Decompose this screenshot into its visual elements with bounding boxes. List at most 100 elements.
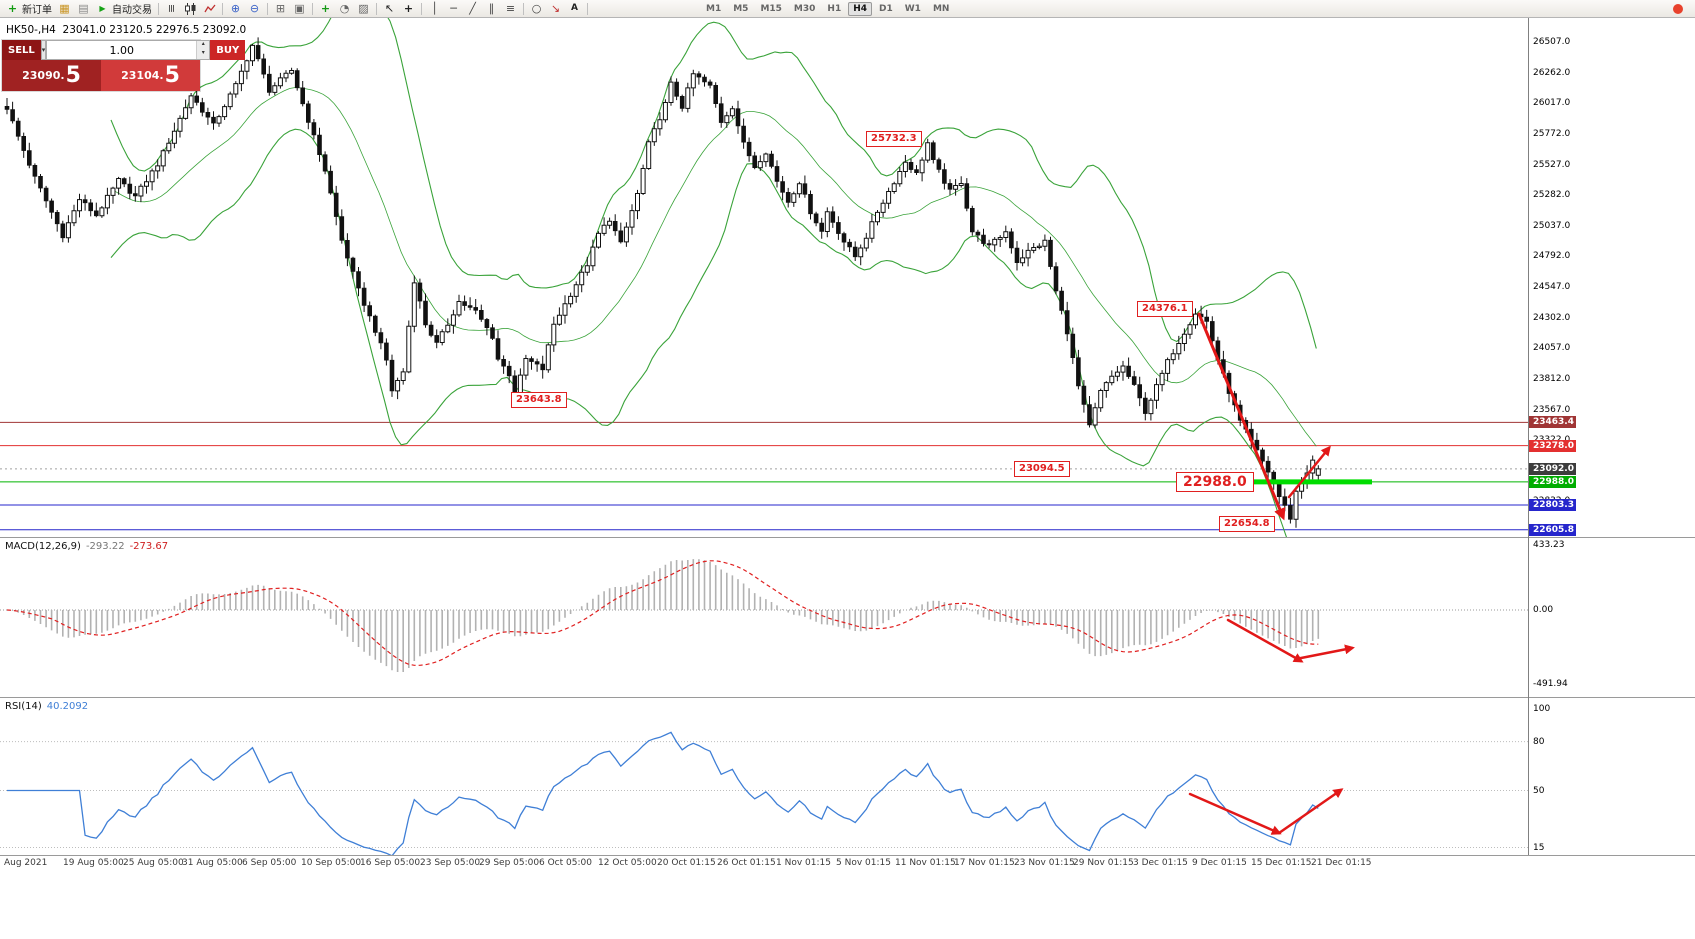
bollinger-lower-band[interactable] xyxy=(110,128,1316,537)
macd-value-main: -293.22 xyxy=(85,541,125,552)
panel-separator[interactable] xyxy=(0,697,1695,698)
zoom-in-button[interactable]: ⊕ xyxy=(226,1,245,16)
red-dot-icon xyxy=(1671,2,1684,15)
price-callout-23643.8[interactable]: 23643.8 xyxy=(511,392,567,408)
trendline-button[interactable]: ╱ xyxy=(463,1,482,16)
volume-up-button[interactable]: ▴ xyxy=(196,40,210,50)
fibonacci-button[interactable]: ≡ xyxy=(501,1,520,16)
rsi-panel[interactable] xyxy=(0,698,1529,855)
buy-price-display[interactable]: 23104. 5 xyxy=(101,60,200,91)
chevron-down-icon: ▾ xyxy=(41,47,46,54)
horizontal-line-button[interactable]: ─ xyxy=(444,1,463,16)
zoom-out-button[interactable]: ⊖ xyxy=(245,1,264,16)
play-icon: ▶ xyxy=(99,3,106,13)
zoom-in-icon: ⊕ xyxy=(230,2,241,15)
templates-button[interactable]: ▨ xyxy=(354,1,373,16)
timeframe-M1[interactable]: M1 xyxy=(706,3,722,14)
timeframe-W1[interactable]: W1 xyxy=(904,3,921,14)
arrow-glyph-icon: ↘ xyxy=(550,2,561,15)
time-axis[interactable] xyxy=(0,856,1528,872)
sell-price-main: 23090. xyxy=(22,69,65,82)
bull-candles[interactable] xyxy=(65,44,1321,520)
tile-windows-button[interactable]: ⊞ xyxy=(271,1,290,16)
clock-icon: ◔ xyxy=(339,2,350,15)
new-order-button[interactable]: + 新订单 xyxy=(3,1,55,16)
timeframe-D1[interactable]: D1 xyxy=(879,3,893,14)
toolbar-separator xyxy=(158,2,159,15)
chart-info-line: HK50-,H4 23041.0 23120.5 22976.5 23092.0 xyxy=(6,24,247,36)
arrows-button[interactable]: ↘ xyxy=(546,1,565,16)
cascade-windows-button[interactable]: ▣ xyxy=(290,1,309,16)
timeframe-M5[interactable]: M5 xyxy=(733,3,749,14)
sell-price-display[interactable]: 23090. 5 xyxy=(2,60,101,91)
indicator-plus-icon: + xyxy=(320,2,331,15)
trend-arrow[interactable] xyxy=(1188,792,1282,835)
trade-panel-dropdown-button[interactable]: ▾ xyxy=(40,40,47,60)
price-callout-23094.5[interactable]: 23094.5 xyxy=(1014,461,1070,477)
toolbar-left-group: + 新订单 ▦ ▤ ▶ 自动交易 ≡ ⊕ ⊖ ⊞ ▣ + ◔ ▨ ↖ + │ ─ ╱ ∥ ≡ ○ ↘ A xyxy=(3,1,591,16)
text-button[interactable]: A xyxy=(565,1,584,16)
price-callout-25732.3[interactable]: 25732.3 xyxy=(866,131,922,147)
panel-separator[interactable] xyxy=(0,855,1695,856)
bars-icon: ≡ xyxy=(165,3,178,14)
volume-stepper: ▴ ▾ xyxy=(196,40,210,59)
panel-separator[interactable] xyxy=(0,537,1695,538)
trend-arrow[interactable] xyxy=(1197,312,1286,521)
macd-signal-line xyxy=(6,560,1319,666)
toolbar-right-group xyxy=(1668,1,1692,16)
timeframe-H4[interactable]: H4 xyxy=(848,1,872,16)
shapes-button[interactable]: ○ xyxy=(527,1,546,16)
price-callout-22988.0[interactable]: 22988.0 xyxy=(1176,472,1254,492)
vertical-line-button[interactable]: │ xyxy=(425,1,444,16)
profiles-icon: ▤ xyxy=(78,2,89,15)
toolbar-separator xyxy=(267,2,268,15)
sell-price-pips: 5 xyxy=(65,62,81,88)
timeframe-M15[interactable]: M15 xyxy=(760,3,782,14)
macd-histogram xyxy=(11,559,1320,672)
trend-arrow[interactable] xyxy=(1294,644,1355,661)
volume-down-button[interactable]: ▾ xyxy=(196,49,210,59)
timeframe-M30[interactable]: M30 xyxy=(793,3,816,14)
price-axis[interactable] xyxy=(1528,18,1588,855)
equidistant-channel-button[interactable]: ∥ xyxy=(482,1,501,16)
crosshair-button[interactable]: + xyxy=(399,1,418,16)
macd-indicator-label: MACD(12,26,9) -293.22 -273.67 xyxy=(5,541,168,552)
template-icon: ▨ xyxy=(358,2,369,15)
volume-input[interactable] xyxy=(47,41,197,59)
price-callout-22654.8[interactable]: 22654.8 xyxy=(1219,516,1275,532)
chevron-down-icon: ▾ xyxy=(201,49,205,56)
macd-value-signal: -273.67 xyxy=(129,541,169,552)
bollinger-upper-band[interactable] xyxy=(110,18,1317,349)
indicators-button[interactable]: + xyxy=(316,1,335,16)
timeframe-MN[interactable]: MN xyxy=(932,3,950,14)
price-axis-border xyxy=(1528,18,1529,855)
bar-chart-button[interactable]: ≡ xyxy=(162,1,181,16)
community-button[interactable] xyxy=(1668,1,1687,16)
cursor-button[interactable]: ↖ xyxy=(380,1,399,16)
trend-arrow[interactable] xyxy=(1287,445,1331,499)
price-callout-24376.1[interactable]: 24376.1 xyxy=(1137,301,1193,317)
periods-button[interactable]: ◔ xyxy=(335,1,354,16)
profiles-button[interactable]: ▤ xyxy=(74,1,93,16)
buy-button[interactable]: BUY xyxy=(210,40,246,60)
bear-candles[interactable] xyxy=(4,45,1293,520)
trend-arrow[interactable] xyxy=(1277,788,1344,835)
charts-button[interactable]: ▦ xyxy=(55,1,74,16)
macd-panel[interactable] xyxy=(0,538,1529,696)
bollinger-middle-band[interactable] xyxy=(110,87,1317,447)
candles-icon xyxy=(184,2,197,15)
candlestick-chart-button[interactable] xyxy=(181,1,200,16)
line-chart-button[interactable] xyxy=(200,1,219,16)
main-chart[interactable] xyxy=(0,18,1529,537)
buy-price-pips: 5 xyxy=(164,62,180,88)
toolbar-separator xyxy=(587,2,588,15)
timeframe-toolbar: M1 M5 M15 M30 H1 H4 D1 W1 MN xyxy=(701,1,954,16)
sell-button[interactable]: SELL xyxy=(2,40,41,60)
chevron-up-icon: ▴ xyxy=(201,40,205,47)
new-order-label: 新订单 xyxy=(22,5,52,16)
timeframe-H1[interactable]: H1 xyxy=(827,3,842,14)
trend-arrow[interactable] xyxy=(1226,618,1304,663)
macd-title: MACD(12,26,9) xyxy=(5,541,81,552)
cursor-icon: ↖ xyxy=(384,2,395,15)
autotrade-button[interactable]: ▶ 自动交易 xyxy=(93,1,155,16)
